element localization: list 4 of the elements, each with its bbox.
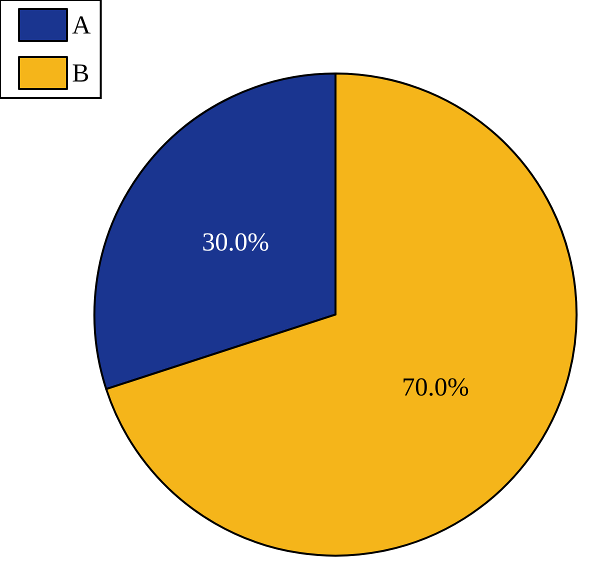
legend-label: A xyxy=(72,10,91,40)
legend-label: B xyxy=(72,58,90,88)
data-label: 30.0% xyxy=(202,227,270,256)
data-label: 70.0% xyxy=(402,372,470,402)
